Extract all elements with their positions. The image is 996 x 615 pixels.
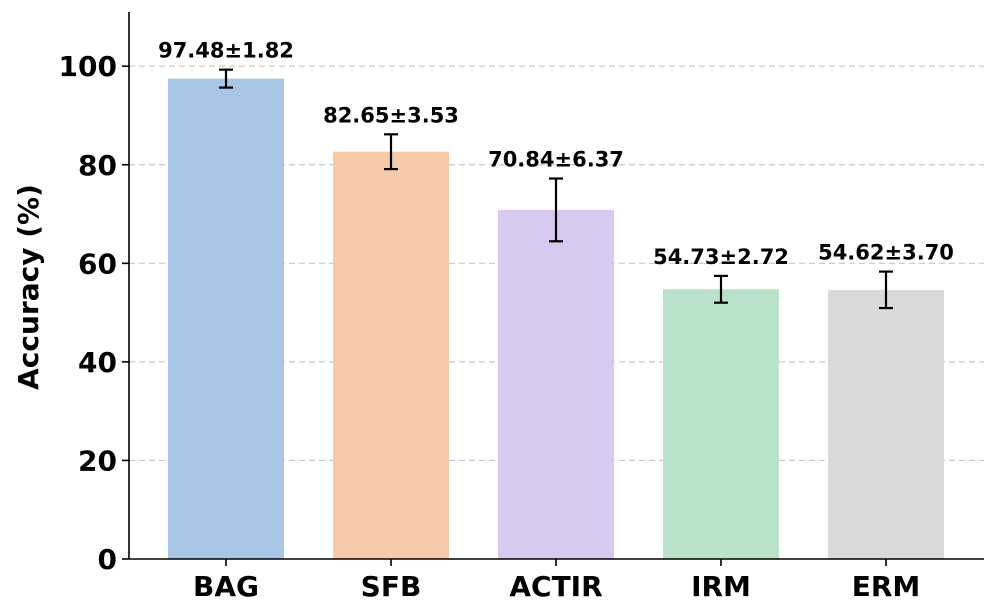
data-label: 70.84±6.37 bbox=[488, 148, 624, 172]
bar-bag bbox=[168, 78, 284, 560]
bar-irm bbox=[663, 289, 779, 559]
data-label: 54.62±3.70 bbox=[818, 241, 954, 265]
y-tick-label: 20 bbox=[78, 444, 117, 477]
bars bbox=[168, 78, 944, 560]
y-tick-label: 60 bbox=[78, 247, 117, 280]
error-bar bbox=[549, 177, 563, 243]
data-label: 97.48±1.82 bbox=[158, 39, 294, 63]
bar-erm bbox=[828, 289, 944, 559]
y-tick-labels: 0 20 40 60 80 100 bbox=[59, 50, 129, 576]
y-tick-label: 0 bbox=[98, 543, 117, 576]
y-tick-label: 100 bbox=[59, 50, 117, 83]
error-bar bbox=[384, 133, 398, 171]
error-bars bbox=[219, 68, 893, 310]
y-axis-label: Accuracy (%) bbox=[12, 184, 45, 390]
data-labels: 97.48±1.82 82.65±3.53 70.84±6.37 54.73±2.72… bbox=[158, 39, 954, 269]
error-bar bbox=[879, 270, 893, 310]
data-label: 82.65±3.53 bbox=[323, 103, 459, 127]
x-tick-label: ACTIR bbox=[509, 570, 602, 603]
y-tick-label: 80 bbox=[78, 149, 117, 182]
error-bar bbox=[219, 68, 233, 89]
y-tick-label: 40 bbox=[78, 346, 117, 379]
x-tick-label: ERM bbox=[852, 570, 921, 603]
bar-actir bbox=[498, 209, 614, 559]
data-label: 54.73±2.72 bbox=[653, 245, 789, 269]
x-tick-label: IRM bbox=[691, 570, 751, 603]
x-tick-labels: BAG SFB ACTIR IRM ERM bbox=[193, 559, 920, 603]
x-tick-label: SFB bbox=[361, 570, 422, 603]
x-tick-label: BAG bbox=[193, 570, 259, 603]
error-bar bbox=[714, 274, 728, 304]
bar-sfb bbox=[333, 151, 449, 559]
